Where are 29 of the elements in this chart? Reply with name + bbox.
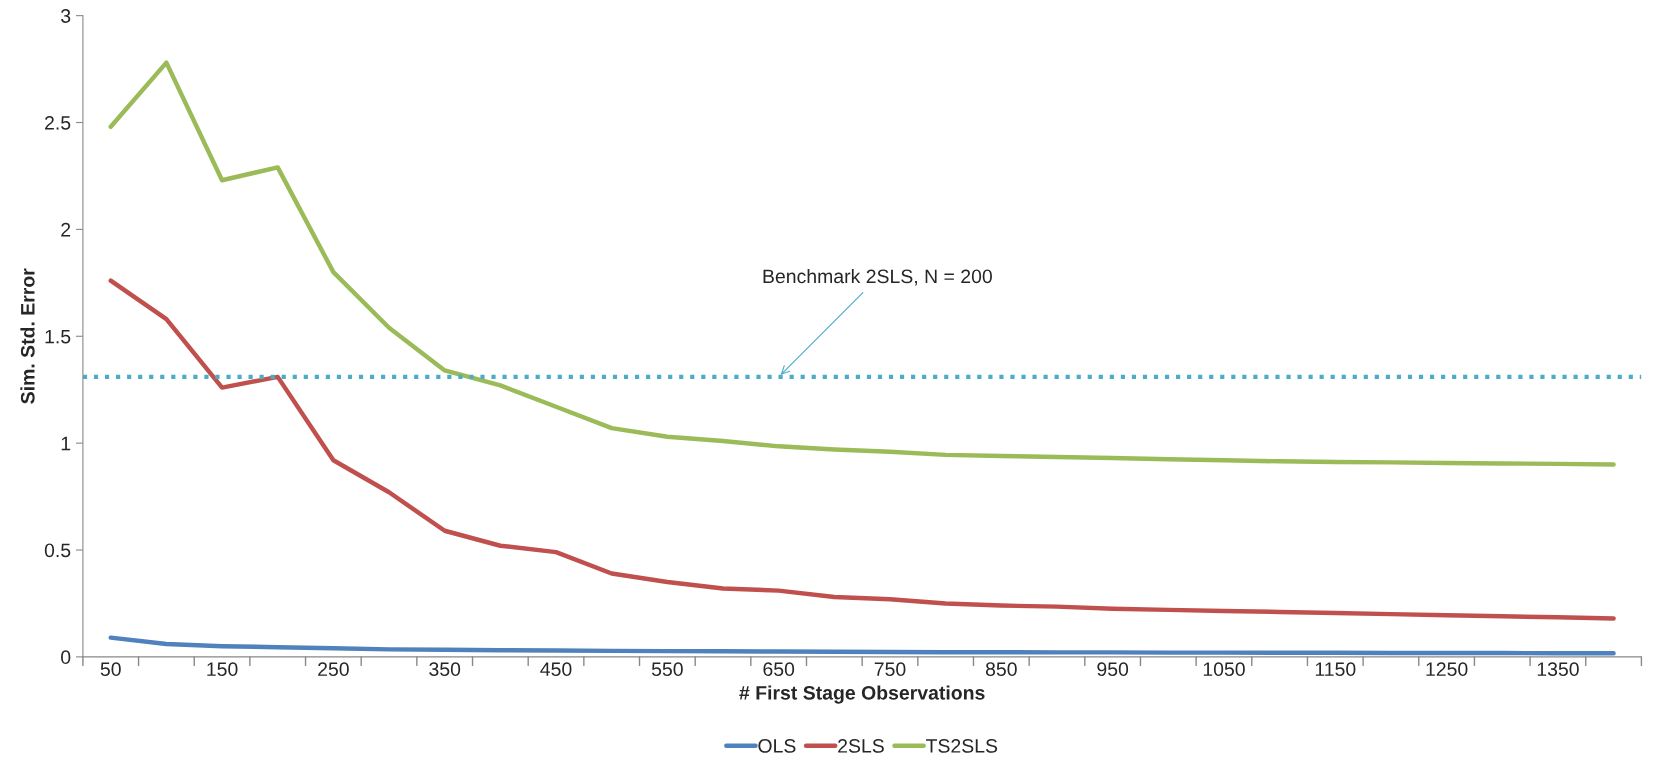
y-tick-label: 1 (61, 436, 71, 451)
y-tick-label: 3 (61, 9, 71, 23)
x-tick-label: 50 (100, 662, 121, 677)
x-tick-label: 850 (985, 662, 1017, 677)
x-tick-label: 950 (1097, 662, 1129, 677)
x-tick-label: 250 (318, 662, 349, 677)
x-axis-title: # First Stage Observations (739, 685, 985, 704)
line-series (108, 60, 1616, 467)
y-axis-title: Sim. Std. Error (20, 268, 35, 404)
y-tick-label: 1.5 (45, 329, 71, 344)
x-tick-label: 1050 (1203, 662, 1245, 677)
legend-label: TS2SLS (926, 739, 998, 753)
x-tick-label: 350 (429, 662, 461, 677)
annotation: Benchmark 2SLS, N = 200 (763, 268, 992, 286)
x-tick-label: 550 (651, 662, 683, 677)
x-tick-label: 650 (763, 662, 795, 677)
x-tick-label: 1150 (1315, 662, 1356, 677)
y-tick-label: 0.5 (44, 543, 71, 558)
legend-label: 2SLS (838, 739, 884, 753)
x-tick-label: 1250 (1426, 662, 1468, 677)
x-tick-label: 1350 (1537, 662, 1579, 677)
y-tick-label: 2 (61, 222, 71, 237)
legend-label: OLS (758, 739, 796, 753)
y-tick-label: 2.5 (45, 115, 71, 130)
x-tick-label: 450 (540, 662, 572, 677)
x-tick-label: 750 (874, 662, 906, 677)
line-series (108, 635, 1616, 656)
x-tick-label: 150 (207, 662, 238, 677)
y-tick-label: 0 (61, 650, 71, 665)
